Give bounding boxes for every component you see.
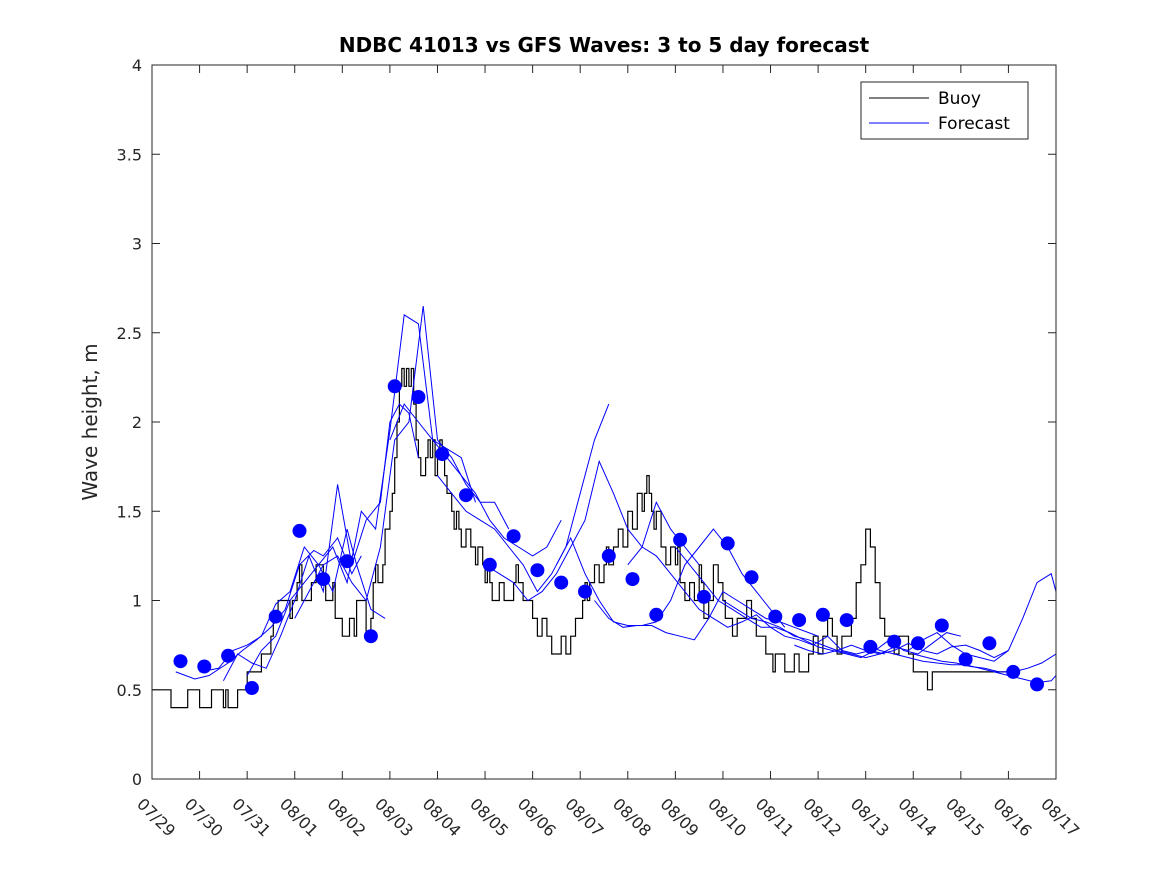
forecast-series-line-8 [484, 459, 700, 602]
y-tick-label: 3.5 [117, 145, 142, 164]
forecast-series-line-10 [594, 590, 819, 641]
forecast-point [530, 563, 545, 578]
forecast-point [1030, 677, 1044, 692]
forecast-point [506, 529, 521, 544]
forecast-point [482, 557, 497, 572]
forecast-point [911, 636, 925, 651]
forecast-point [387, 379, 402, 394]
y-tick-label: 3 [132, 235, 142, 254]
forecast-series-line-5 [294, 305, 510, 619]
forecast-series-line-13 [722, 600, 1009, 662]
forecast-point [316, 572, 331, 587]
forecast-series-line-6 [389, 403, 562, 557]
forecast-point [744, 570, 759, 585]
forecast-point [244, 681, 259, 695]
forecast-series-line-14 [794, 572, 1056, 659]
legend-forecast-label: Forecast [938, 114, 1010, 134]
forecast-point [459, 488, 473, 503]
forecast-point [601, 548, 616, 563]
y-tick-label: 1 [132, 592, 142, 611]
forecast-point [173, 654, 188, 669]
y-tick-label: 2 [132, 413, 142, 432]
forecast-point [221, 648, 236, 663]
forecast-point [268, 609, 283, 624]
forecast-point [363, 629, 378, 644]
forecast-point [649, 607, 664, 622]
y-tick-label: 1.5 [117, 502, 142, 521]
forecast-series-line-12 [675, 546, 961, 659]
forecast-point [839, 613, 854, 628]
forecast-point [792, 613, 807, 628]
forecast-series-line-4 [246, 314, 476, 676]
forecast-point [720, 536, 735, 551]
forecast-point [863, 639, 878, 654]
forecast-point [1006, 664, 1021, 679]
forecast-point [578, 584, 592, 599]
forecast-point [197, 659, 212, 674]
forecast-series-line-7 [437, 403, 610, 593]
forecast-series-line-2 [199, 528, 386, 673]
forecast-point [982, 636, 997, 651]
legend: Buoy Forecast [860, 81, 1029, 140]
forecast-point [934, 618, 949, 633]
forecast-series-line-3 [222, 403, 419, 682]
forecast-point [554, 575, 569, 590]
forecast-point [435, 447, 450, 462]
forecast-series-line-16 [913, 653, 1056, 673]
y-tick-label: 0.5 [117, 681, 142, 700]
y-tick-label: 4 [132, 56, 142, 75]
forecast-point [768, 609, 783, 624]
chart-title: NDBC 41013 vs GFS Waves: 3 to 5 day fore… [339, 33, 870, 57]
forecast-point [696, 589, 711, 604]
forecast-point [625, 572, 640, 587]
forecast-point [340, 554, 355, 569]
forecast-point [411, 390, 426, 404]
series-layer [152, 305, 1056, 709]
forecast-point [815, 607, 830, 622]
legend-buoy-label: Buoy [938, 89, 981, 109]
y-tick-label: 0 [132, 770, 142, 789]
y-axis-label: Wave height, m [78, 343, 102, 500]
forecast-point [958, 652, 973, 667]
y-tick-label: 2.5 [117, 324, 142, 343]
forecast-point [673, 532, 688, 547]
forecast-point [887, 634, 902, 649]
forecast-point [292, 523, 307, 538]
buoy-series-line [152, 367, 1014, 709]
forecast-series-line-11 [627, 546, 885, 655]
